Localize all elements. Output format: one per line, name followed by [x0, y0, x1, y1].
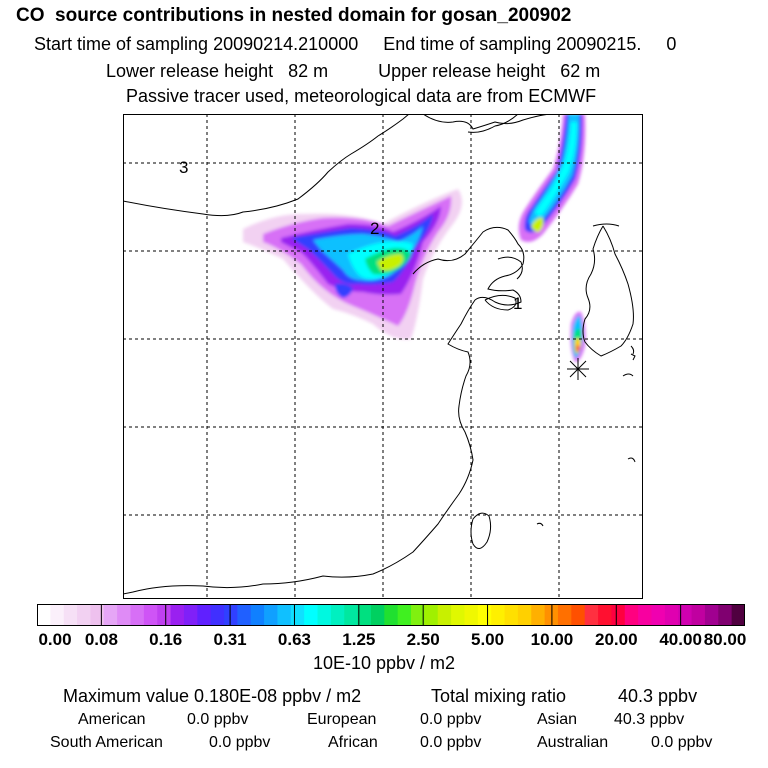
- colorbar-cell: [704, 604, 719, 626]
- source-contribution-map: 1 2 3: [123, 114, 643, 599]
- colorbar-cell: [103, 604, 118, 626]
- receptor-asterisk-icon: [567, 358, 589, 380]
- colorbar-cell: [330, 604, 345, 626]
- colorbar-cell: [584, 604, 599, 626]
- region-value-american: 0.0 ppbv: [187, 711, 249, 728]
- colorbar-cell: [224, 604, 238, 626]
- total-mixing-label: Total mixing ratio: [431, 686, 567, 706]
- region-value-european: 0.0 ppbv: [420, 711, 482, 728]
- region-value-south-american: 0.0 ppbv: [209, 734, 271, 751]
- colorbar-cell: [638, 604, 653, 626]
- region-name-australian: Australian: [537, 734, 609, 751]
- colorbar-cell: [117, 604, 132, 626]
- colorbar-cell: [183, 604, 198, 626]
- colorbar-tick-label: 10.00: [530, 630, 574, 649]
- colorbar-cell: [157, 604, 172, 626]
- colorbar-cell: [264, 604, 279, 626]
- colorbar-cell: [571, 604, 586, 626]
- colorbar-cell: [50, 604, 65, 626]
- region-name-south-american: South American: [50, 734, 163, 751]
- contribution-plume-northeast: [518, 114, 586, 242]
- colorbar-cell: [384, 604, 399, 626]
- colorbar-cell: [317, 604, 332, 626]
- colorbar-cell: [143, 604, 158, 626]
- colorbar-cell: [437, 604, 452, 626]
- colorbar-cell: [210, 604, 225, 626]
- colorbar-tick-label: 0.08: [84, 630, 118, 649]
- colorbar-tick-label: 20.00: [594, 630, 638, 649]
- colorbar-cell: [531, 604, 546, 626]
- colorbar-cell: [170, 604, 185, 626]
- colorbar-cell: [397, 604, 412, 626]
- colorbar-cell: [90, 604, 105, 626]
- colorbar-cell: [237, 604, 252, 626]
- colorbar-tick-label: 0.00: [38, 630, 72, 649]
- colorbar-cell: [718, 604, 733, 626]
- colorbar-cell: [130, 604, 145, 626]
- colorbar-cell: [63, 604, 78, 626]
- colorbar-cell: [424, 604, 439, 626]
- map-frame: [123, 114, 643, 599]
- colorbar-cell: [250, 604, 265, 626]
- colorbar-tick-label: 40.00: [659, 630, 702, 649]
- colorbar-cell: [731, 604, 745, 626]
- colorbar-cell: [624, 604, 639, 626]
- colorbar-cell: [357, 604, 372, 626]
- colorbar-cell: [477, 604, 492, 626]
- contribution-plume-north-china: [243, 189, 462, 340]
- region-value-australian: 0.0 ppbv: [651, 734, 713, 751]
- region-value-asian: 40.3 ppbv: [614, 711, 685, 728]
- colorbar-tick-label: 5.00: [470, 630, 505, 649]
- colorbar-cell: [77, 604, 92, 626]
- tracer-info-line: Passive tracer used, meteorological data…: [126, 86, 597, 106]
- region-label-2: 2: [370, 219, 379, 238]
- region-name-american: American: [78, 711, 146, 728]
- region-name-european: European: [307, 711, 377, 728]
- colorbar-tick-label: 1.25: [342, 630, 376, 649]
- map-title: CO source contributions in nested domain…: [16, 5, 572, 26]
- colorbar-cell: [651, 604, 666, 626]
- colorbar-cell: [451, 604, 466, 626]
- coastlines: [123, 114, 636, 595]
- total-mixing-value: 40.3 ppbv: [618, 686, 698, 706]
- colorbar-cell: [611, 604, 626, 626]
- colorbar-cell: [411, 604, 425, 626]
- contribution-plume-korea: [570, 311, 586, 362]
- colorbar-tick-label: 2.50: [406, 630, 440, 649]
- colorbar-cell: [464, 604, 479, 626]
- region-value-african: 0.0 ppbv: [420, 734, 482, 751]
- region-label-3: 3: [179, 158, 188, 177]
- region-label-1: 1: [513, 294, 522, 313]
- sampling-time-line: Start time of sampling 20090214.210000 E…: [34, 34, 677, 54]
- colorbar: [37, 604, 745, 626]
- colorbar-tick-label: 0.63: [277, 630, 311, 649]
- colorbar-unit-label: 10E-10 ppbv / m2: [312, 653, 456, 673]
- colorbar-tick-label: 80.00: [703, 630, 747, 649]
- colorbar-cell: [517, 604, 532, 626]
- colorbar-cell: [344, 604, 359, 626]
- colorbar-cell: [370, 604, 385, 626]
- lat-lon-grid: [123, 114, 643, 599]
- max-value-label: Maximum value 0.180E-08 ppbv / m2: [63, 686, 362, 706]
- colorbar-cell: [37, 604, 51, 626]
- colorbar-cell: [691, 604, 706, 626]
- colorbar-cell: [557, 604, 572, 626]
- colorbar-cell: [304, 604, 319, 626]
- colorbar-cell: [664, 604, 679, 626]
- colorbar-cell: [491, 604, 506, 626]
- colorbar-cell: [678, 604, 693, 626]
- colorbar-cell: [598, 604, 613, 626]
- colorbar-cell: [197, 604, 212, 626]
- colorbar-tick-label: 0.16: [149, 630, 183, 649]
- colorbar-cell: [290, 604, 305, 626]
- colorbar-cell: [504, 604, 519, 626]
- region-name-african: African: [328, 734, 378, 751]
- colorbar-cell: [277, 604, 292, 626]
- release-height-line: Lower release height 82 m Upper release …: [106, 61, 601, 81]
- colorbar-tick-label: 0.31: [213, 630, 247, 649]
- region-name-asian: Asian: [537, 711, 578, 728]
